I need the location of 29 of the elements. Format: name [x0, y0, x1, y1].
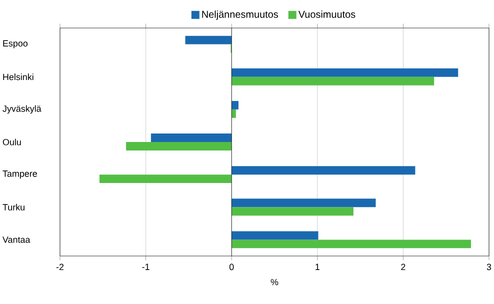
x-tick-label: -2: [56, 264, 64, 270]
bar: [232, 207, 354, 216]
x-tick-label: -1: [142, 264, 150, 270]
bar: [232, 109, 236, 118]
y-tick-label: Helsinki: [3, 74, 34, 80]
legend-label: Neljännesmuutos: [202, 10, 278, 20]
y-tick-label: Vantaa: [2, 236, 30, 243]
bar: [232, 100, 238, 110]
y-tick-label: Turku: [2, 204, 24, 210]
legend-label: Vuosimuutos: [298, 10, 356, 18]
x-tick-label: 2: [401, 264, 406, 270]
bar: [232, 76, 434, 86]
y-tick-label: Tampere: [2, 170, 37, 179]
bar: [126, 142, 232, 150]
y-tick-label: Oulu: [2, 138, 21, 146]
x-tick-label: 0: [229, 264, 234, 270]
bar: [99, 174, 232, 184]
x-axis-title: %: [270, 278, 278, 286]
bar: [232, 68, 458, 77]
bar: [232, 198, 376, 208]
y-tick-label: Espoo: [3, 40, 28, 48]
bar: [232, 166, 416, 175]
bar: [185, 36, 232, 44]
bar: [150, 134, 232, 142]
y-tick-label: Jyväskylä: [2, 105, 42, 114]
x-tick-label: 1: [316, 264, 320, 270]
x-tick-label: 3: [486, 264, 492, 270]
bar: [232, 240, 471, 248]
bar: [232, 231, 318, 240]
